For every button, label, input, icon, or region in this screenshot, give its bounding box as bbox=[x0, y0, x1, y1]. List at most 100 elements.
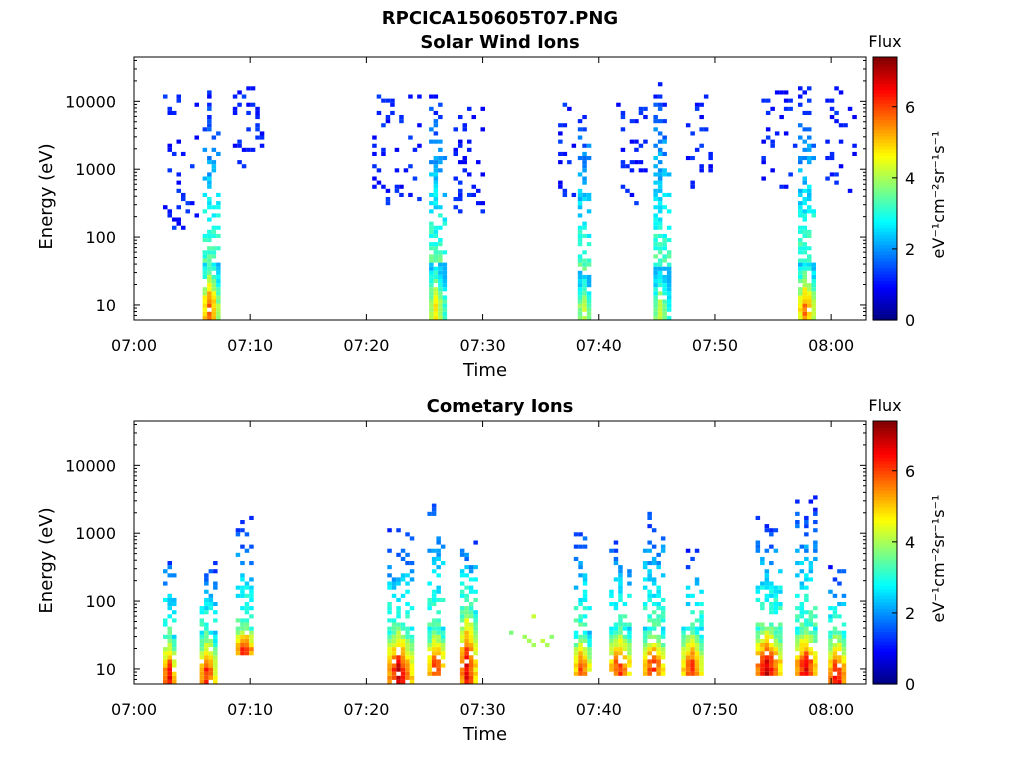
flux-cell bbox=[387, 667, 392, 672]
flux-cell bbox=[578, 659, 583, 664]
flux-cell bbox=[573, 618, 579, 623]
flux-cell bbox=[250, 102, 256, 107]
flux-cell bbox=[172, 610, 177, 615]
flux-cell bbox=[391, 675, 397, 680]
flux-cell bbox=[468, 610, 474, 615]
flux-cell bbox=[433, 160, 439, 165]
flux-cell bbox=[660, 634, 666, 639]
flux-cell bbox=[427, 638, 432, 643]
flux-cell bbox=[442, 217, 448, 222]
flux-cell bbox=[841, 675, 847, 680]
flux-cell bbox=[666, 262, 672, 267]
flux-cell bbox=[807, 188, 812, 193]
flux-cell bbox=[577, 192, 583, 197]
flux-cell bbox=[627, 569, 632, 574]
flux-cell bbox=[438, 238, 443, 243]
flux-cell bbox=[204, 626, 209, 631]
flux-cell bbox=[473, 663, 478, 668]
flux-cell bbox=[699, 638, 704, 643]
flux-cell bbox=[459, 626, 465, 631]
flux-cell bbox=[799, 638, 805, 643]
flux-cell bbox=[167, 213, 172, 218]
flux-cell bbox=[208, 606, 214, 611]
flux-cell bbox=[216, 291, 221, 296]
flux-cell bbox=[761, 160, 766, 165]
flux-cell bbox=[163, 667, 168, 672]
flux-cell bbox=[167, 614, 172, 619]
flux-cell bbox=[167, 209, 172, 214]
flux-cell bbox=[400, 671, 406, 676]
flux-cell bbox=[666, 209, 672, 214]
flux-cell bbox=[807, 303, 812, 308]
flux-cell bbox=[769, 593, 774, 598]
flux-cell bbox=[163, 94, 168, 99]
flux-cell bbox=[464, 679, 469, 684]
flux-cell bbox=[417, 197, 422, 202]
flux-cell bbox=[464, 630, 469, 635]
flux-cell bbox=[387, 663, 392, 668]
flux-cell bbox=[656, 606, 661, 611]
flux-cell bbox=[685, 565, 691, 570]
flux-cell bbox=[405, 671, 410, 676]
flux-cell bbox=[396, 597, 401, 602]
flux-cell bbox=[795, 561, 800, 566]
flux-cell bbox=[699, 618, 704, 623]
flux-cell bbox=[586, 197, 592, 202]
flux-cell bbox=[647, 561, 652, 566]
flux-cell bbox=[694, 602, 700, 607]
colorbar-swatch bbox=[873, 227, 897, 232]
flux-cell bbox=[627, 622, 632, 627]
flux-cell bbox=[699, 589, 704, 594]
flux-cell bbox=[783, 131, 789, 136]
flux-cell bbox=[442, 311, 448, 316]
flux-cell bbox=[453, 205, 458, 210]
flux-cell bbox=[467, 106, 472, 111]
flux-cell bbox=[681, 655, 686, 660]
flux-cell bbox=[433, 156, 439, 161]
plot-area[interactable] bbox=[133, 420, 867, 685]
flux-cell bbox=[232, 106, 238, 111]
flux-cell bbox=[540, 638, 545, 643]
flux-cell bbox=[433, 164, 439, 169]
flux-cell bbox=[694, 577, 700, 582]
flux-cell bbox=[622, 626, 628, 631]
flux-cell bbox=[396, 643, 401, 648]
flux-cell bbox=[412, 176, 418, 181]
flux-cell bbox=[653, 270, 658, 275]
flux-cell bbox=[400, 548, 406, 553]
colorbar-swatch bbox=[873, 158, 897, 163]
flux-cell bbox=[582, 638, 588, 643]
flux-cell bbox=[638, 143, 644, 148]
flux-cell bbox=[211, 291, 217, 296]
flux-cell bbox=[813, 548, 818, 553]
flux-cell bbox=[429, 258, 434, 263]
flux-cell bbox=[657, 283, 663, 288]
flux-cell bbox=[795, 655, 800, 660]
flux-cell bbox=[769, 651, 774, 656]
flux-cell bbox=[207, 279, 212, 284]
flux-cell bbox=[829, 106, 835, 111]
flux-cell bbox=[656, 634, 661, 639]
flux-cell bbox=[662, 291, 667, 296]
flux-cell bbox=[204, 634, 209, 639]
flux-cell bbox=[795, 659, 800, 664]
flux-cell bbox=[181, 192, 186, 197]
flux-cell bbox=[622, 622, 628, 627]
flux-cell bbox=[808, 651, 814, 656]
flux-cell bbox=[573, 651, 579, 656]
flux-cell bbox=[391, 577, 397, 582]
plot-area[interactable] bbox=[133, 56, 867, 321]
colorbar-swatch bbox=[873, 608, 897, 613]
flux-cell bbox=[381, 184, 386, 189]
flux-cell bbox=[773, 647, 779, 652]
flux-cell bbox=[690, 593, 695, 598]
flux-cell bbox=[656, 614, 661, 619]
flux-cell bbox=[577, 156, 583, 161]
flux-cell bbox=[216, 270, 221, 275]
flux-cell bbox=[761, 176, 766, 181]
flux-cell bbox=[653, 254, 658, 259]
flux-cell bbox=[573, 655, 579, 660]
colorbar-swatch bbox=[873, 572, 897, 577]
flux-cell bbox=[577, 254, 583, 259]
flux-cell bbox=[240, 561, 245, 566]
